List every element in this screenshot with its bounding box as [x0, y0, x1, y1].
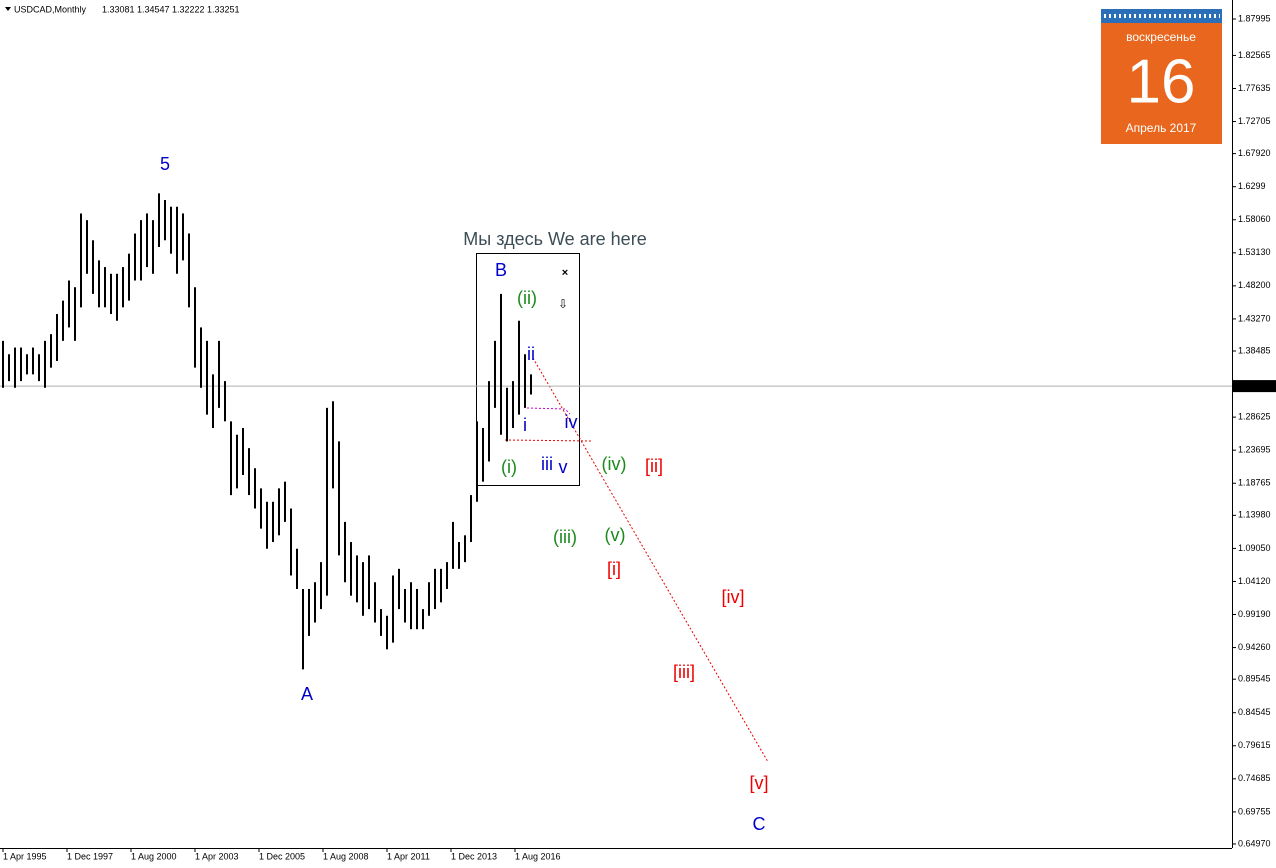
- wave-label: [iv]: [721, 587, 744, 607]
- x-tick-label: 1 Apr 1995: [3, 851, 47, 861]
- x-tick-label: 1 Dec 2005: [259, 851, 305, 861]
- y-tick-label: 0.89545: [1238, 674, 1271, 684]
- focus-box: [476, 253, 580, 486]
- y-tick-label: 1.13980: [1238, 510, 1271, 520]
- last-price-box: [1233, 380, 1276, 393]
- x-tick-label: 1 Aug 2008: [323, 851, 369, 861]
- wave-label: [i]: [607, 559, 621, 579]
- wave-label: (v): [605, 525, 626, 545]
- wave-label: [v]: [749, 773, 768, 793]
- x-tick-label: 1 Aug 2000: [131, 851, 177, 861]
- high: 1.34547: [137, 4, 170, 14]
- y-tick-label: 1.18765: [1238, 478, 1271, 488]
- calendar-binding: [1101, 9, 1222, 23]
- menu-arrow[interactable]: [5, 7, 11, 11]
- y-tick-label: 0.74685: [1238, 773, 1271, 783]
- wave-label: [iii]: [673, 662, 695, 682]
- y-tick-label: 1.48200: [1238, 280, 1271, 290]
- down-arrow-icon: ⇩: [558, 297, 568, 311]
- wave-label: [ii]: [645, 456, 663, 476]
- y-tick-label: 0.99190: [1238, 609, 1271, 619]
- wave-label: iii: [541, 454, 553, 474]
- wave-label: B: [495, 260, 507, 280]
- header: USDCAD,Monthly 1.33081 1.34547 1.32222 1…: [5, 4, 240, 14]
- x-tick-label: 1 Apr 2011: [387, 851, 430, 861]
- wave-i-line: [504, 439, 593, 442]
- symbol: USDCAD,Monthly: [14, 4, 87, 14]
- x-tick-label: 1 Apr 2003: [195, 851, 239, 861]
- y-tick-label: 1.28625: [1238, 412, 1271, 422]
- day: 16: [1127, 47, 1196, 116]
- close: 1.33251: [207, 4, 240, 14]
- y-tick-label: 1.82565: [1238, 50, 1271, 60]
- wave-label: v: [559, 457, 568, 477]
- wave-label: (ii): [517, 288, 537, 308]
- y-tick-label: 1.77635: [1238, 83, 1271, 93]
- wave-label: (i): [501, 457, 517, 477]
- y-tick-label: 0.84545: [1238, 707, 1271, 717]
- wave-label: (iv): [602, 454, 627, 474]
- calendar: воскресенье 16 Апрель 2017: [1101, 9, 1222, 144]
- wave-label: 5: [160, 154, 170, 174]
- open: 1.33081: [102, 4, 135, 14]
- x-tick-label: 1 Dec 1997: [67, 851, 113, 861]
- y-tick-label: 1.58060: [1238, 214, 1271, 224]
- y-tick-label: 1.72705: [1238, 116, 1271, 126]
- y-tick-label: 1.09050: [1238, 543, 1271, 553]
- month-year: Апрель 2017: [1126, 121, 1197, 135]
- y-tick-label: 1.6299: [1238, 181, 1266, 191]
- y-tick-label: 0.94260: [1238, 642, 1271, 652]
- projection-line: [532, 357, 769, 763]
- y-tick-label: 0.79615: [1238, 740, 1271, 750]
- wave-label: iv: [565, 412, 578, 432]
- wave-iv-line: [526, 407, 571, 415]
- wave-drawing: × ⇩: [476, 253, 769, 763]
- low: 1.32222: [172, 4, 205, 14]
- wave-label: (iii): [553, 527, 577, 547]
- y-tick-label: 1.87995: [1238, 13, 1271, 23]
- y-tick-label: 1.53130: [1238, 247, 1271, 257]
- weekday: воскресенье: [1126, 30, 1196, 44]
- y-tick-label: 1.67920: [1238, 148, 1271, 158]
- close-icon[interactable]: ×: [562, 267, 568, 279]
- x-tick-label: 1 Dec 2013: [451, 851, 497, 861]
- wave-label: A: [301, 684, 313, 704]
- x-tick-label: 1 Aug 2016: [515, 851, 561, 861]
- last-price-label: 1.33251: [1237, 380, 1270, 390]
- y-tick-label: 0.69755: [1238, 806, 1271, 816]
- y-tick-label: 1.38485: [1238, 345, 1271, 355]
- note: Мы здесь We are here: [463, 229, 646, 249]
- wave-label: i: [523, 415, 527, 435]
- calendar-page: [1101, 12, 1222, 144]
- y-tick-label: 1.43270: [1238, 313, 1271, 323]
- y-tick-label: 0.64970: [1238, 838, 1271, 848]
- y-tick-label: 1.04120: [1238, 576, 1271, 586]
- wave-label: ii: [527, 344, 535, 364]
- y-tick-label: 1.23695: [1238, 445, 1271, 455]
- wave-label: C: [753, 814, 766, 834]
